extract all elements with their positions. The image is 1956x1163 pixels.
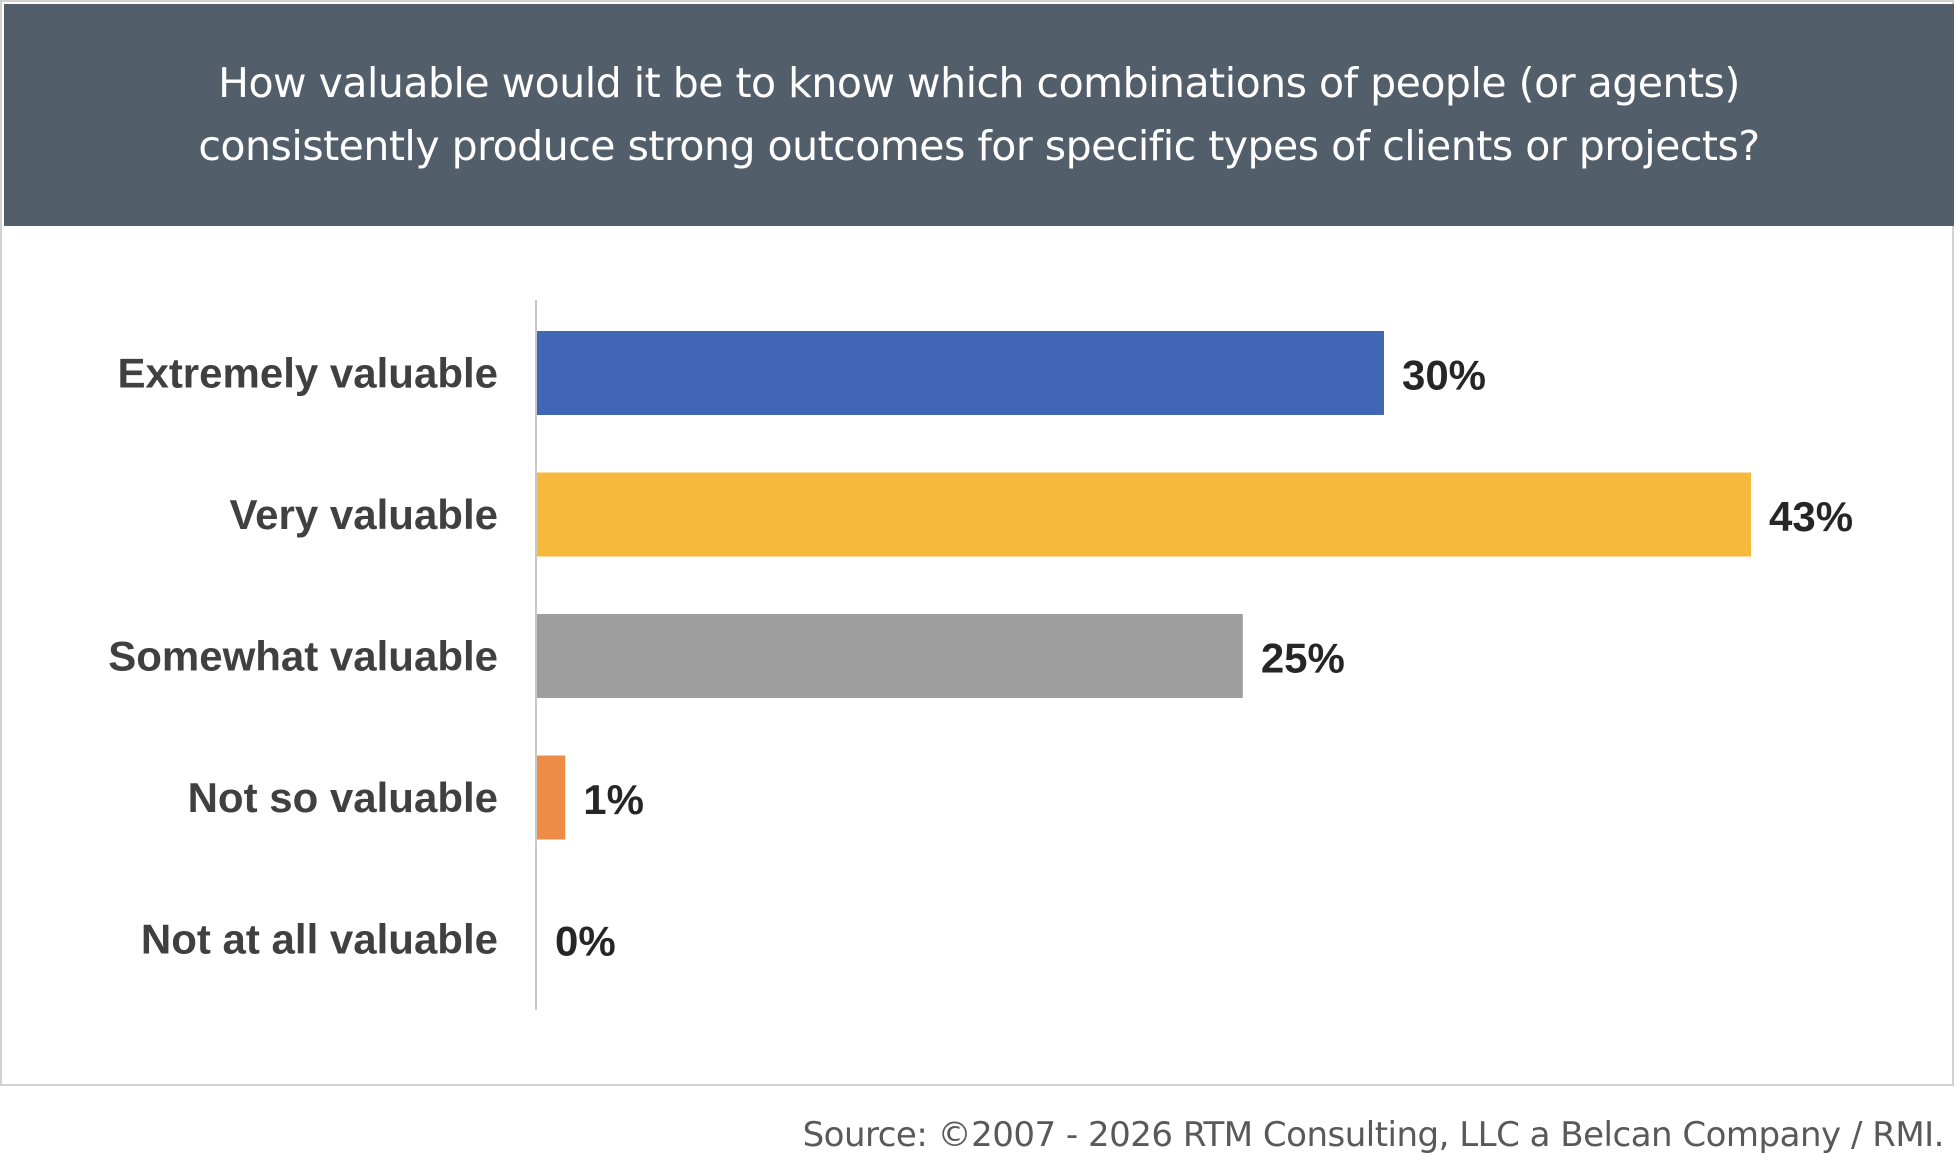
- bar: [537, 614, 1243, 698]
- bar: [537, 331, 1384, 415]
- category-label: Somewhat valuable: [108, 633, 498, 680]
- chart-header: How valuable would it be to know which c…: [4, 4, 1954, 226]
- plot-area: Extremely valuable 30% Very valuable 43% Som…: [108, 300, 1853, 1010]
- category-label: Not at all valuable: [141, 916, 498, 963]
- category-label: Very valuable: [229, 491, 498, 538]
- data-label: 30%: [1402, 352, 1486, 399]
- category-label: Extremely valuable: [117, 350, 498, 397]
- data-label: 0%: [555, 918, 616, 965]
- category-label: Not so valuable: [188, 774, 498, 821]
- data-label: 1%: [583, 776, 644, 823]
- data-label: 43%: [1769, 493, 1853, 540]
- source-note: Source: ©2007 - 2026 RTM Consulting, LLC…: [802, 1115, 1945, 1155]
- bar: [537, 472, 1751, 557]
- chart-title: How valuable would it be to know which c…: [198, 59, 1760, 170]
- bar-marks: Extremely valuable 30% Very valuable 43% Som…: [108, 331, 1853, 965]
- data-label: 25%: [1261, 635, 1345, 682]
- bar: [537, 755, 566, 840]
